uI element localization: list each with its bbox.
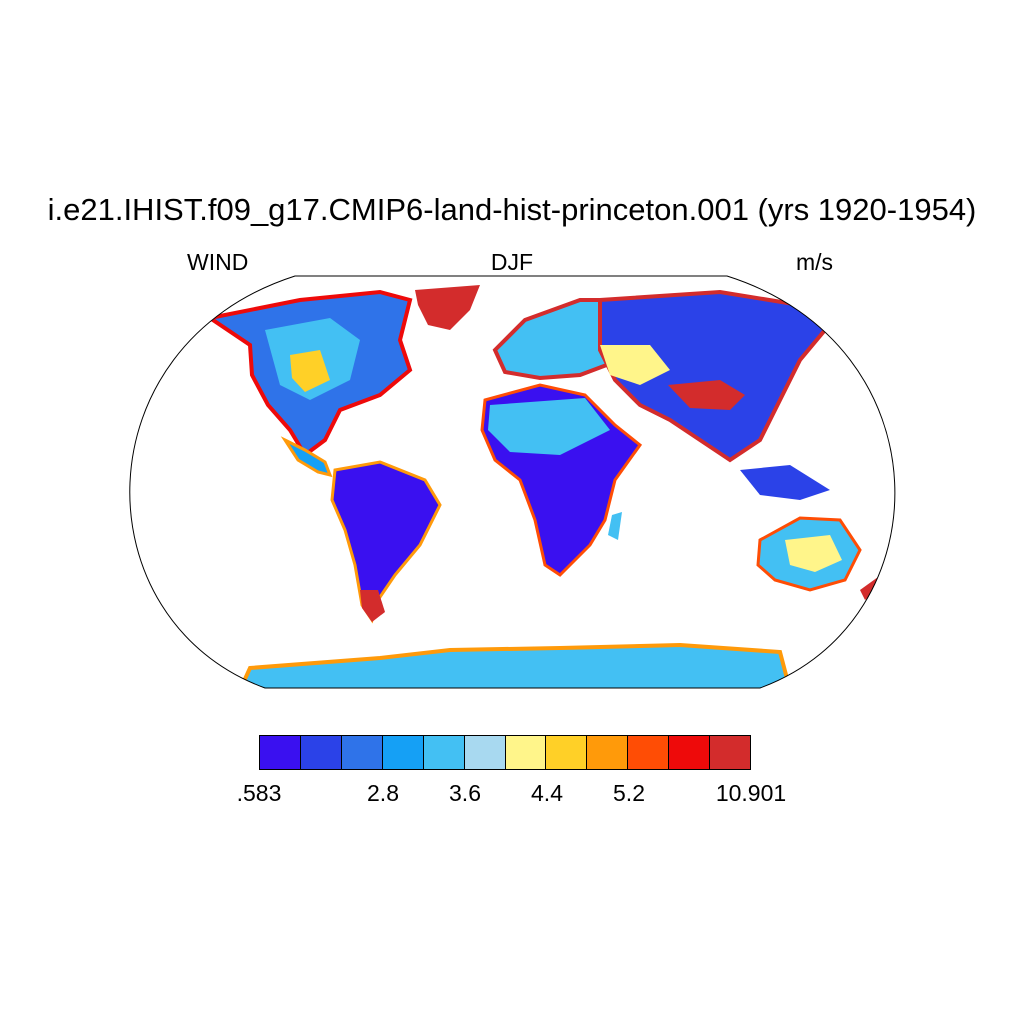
land-fields bbox=[204, 285, 888, 688]
patagonia bbox=[360, 590, 385, 622]
sahara bbox=[488, 398, 610, 455]
colorbar-box bbox=[587, 736, 629, 769]
australia-interior bbox=[785, 535, 842, 572]
colorbar-box bbox=[464, 736, 506, 769]
colorbar-box bbox=[628, 736, 670, 769]
central-asia bbox=[600, 345, 670, 385]
plot-title: i.e21.IHIST.f09_g17.CMIP6-land-hist-prin… bbox=[47, 192, 977, 227]
tibetan-plateau bbox=[668, 380, 745, 410]
antarctica bbox=[236, 642, 793, 688]
colorbar-box bbox=[505, 736, 547, 769]
colorbar-box bbox=[710, 736, 751, 769]
colorbar-box bbox=[546, 736, 588, 769]
colorbar-box bbox=[260, 736, 301, 769]
units-label: m/s bbox=[796, 249, 834, 275]
great-plains bbox=[290, 350, 330, 392]
colorbar-tick-label: 10.901 bbox=[715, 780, 787, 806]
colorbar-box bbox=[423, 736, 465, 769]
colorbar-box bbox=[341, 736, 383, 769]
madagascar bbox=[608, 512, 622, 540]
maritime-continent bbox=[740, 465, 830, 500]
season-label: DJF bbox=[490, 249, 534, 275]
variable-label: WIND bbox=[187, 249, 249, 275]
colorbar-box bbox=[669, 736, 711, 769]
south-america bbox=[330, 460, 442, 624]
greenland bbox=[415, 285, 480, 330]
colorbar bbox=[259, 735, 751, 770]
colorbar-tick-label: 4.4 bbox=[531, 780, 563, 806]
colorbar-tick-label: 2.8 bbox=[367, 780, 399, 806]
colorbar-tick-label: 3.6 bbox=[449, 780, 481, 806]
map-outline bbox=[129, 275, 896, 689]
colorbar-box bbox=[382, 736, 424, 769]
colorbar-tick-label: 5.2 bbox=[613, 780, 645, 806]
colorbar-tick-label: .583 bbox=[236, 780, 282, 806]
central-america bbox=[280, 436, 333, 478]
colorbar-box bbox=[300, 736, 342, 769]
